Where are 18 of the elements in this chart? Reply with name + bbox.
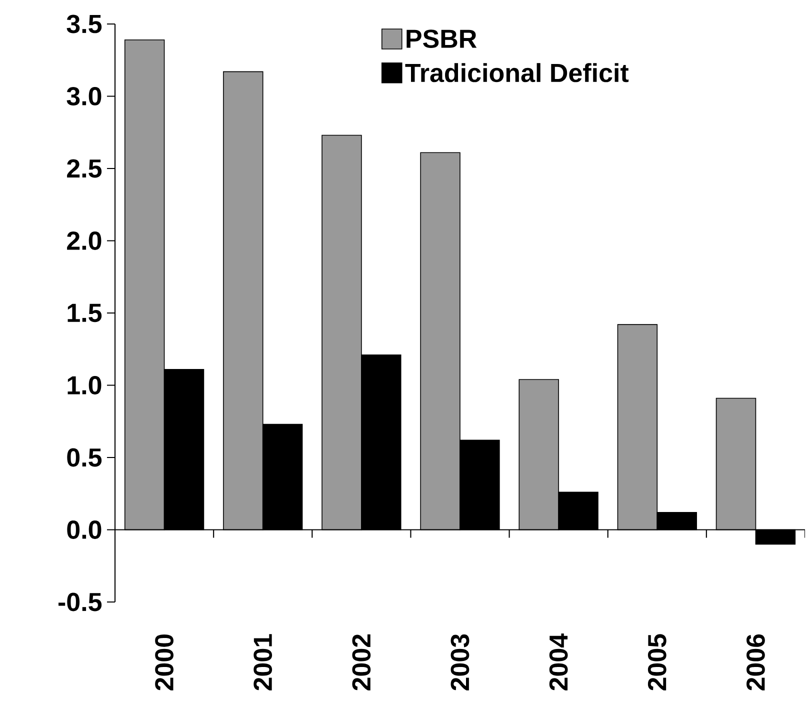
y-tick-label: 2.0	[67, 232, 102, 250]
y-tick-label: 2.5	[67, 159, 102, 178]
x-tick-label: 2005	[648, 634, 666, 690]
x-tick-label: 2003	[450, 634, 470, 690]
y-tick-label: 1.5	[68, 304, 102, 322]
x-tick-label: 2002	[352, 634, 371, 690]
x-tick-label: 2001	[254, 634, 272, 690]
y-tick-label: 3.0	[66, 87, 102, 106]
x-tick-label: 2006	[746, 634, 765, 690]
y-tick-label: 0.0	[67, 520, 102, 539]
x-tick-label: 2004	[549, 634, 568, 690]
y-tick-label: 3.5	[66, 14, 102, 34]
y-tick-label: 1.0	[68, 376, 102, 394]
legend-label: PSBR	[406, 30, 477, 48]
x-tick-label: 2000	[155, 634, 174, 690]
y-tick-label: 0.5	[67, 448, 102, 467]
y-tick-label: -0.5	[58, 592, 102, 612]
legend-label: Tradicional Deficit	[405, 63, 629, 82]
